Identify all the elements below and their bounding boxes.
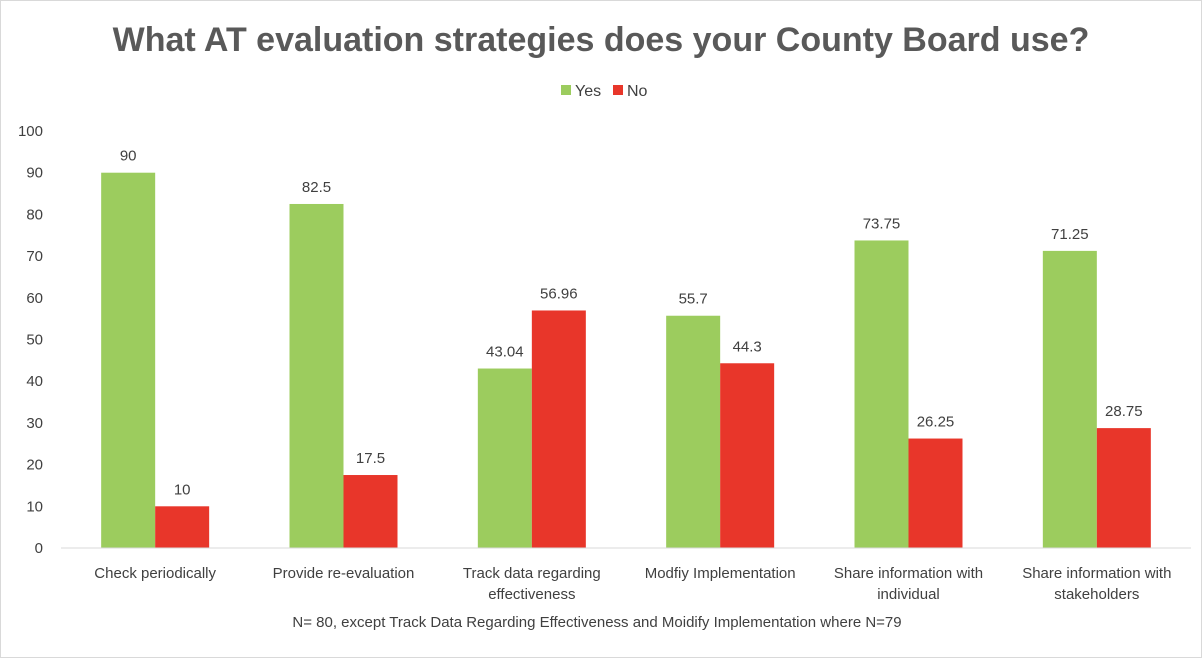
data-label-yes: 71.25 [1051, 226, 1089, 243]
bar-yes [289, 203, 344, 548]
legend-swatch-yes [561, 85, 571, 95]
chart-title: What AT evaluation strategies does your … [113, 21, 1090, 59]
bar-yes [666, 315, 721, 548]
bar-no [908, 438, 963, 548]
x-category-label: Provide re-evaluation [273, 565, 415, 582]
bar-no [720, 363, 775, 548]
data-label-yes: 82.5 [302, 179, 331, 196]
legend-label-no: No [627, 83, 648, 100]
x-category-label: Share information with individual [834, 565, 983, 603]
y-tick-label: 20 [26, 457, 43, 474]
chart-footnote: N= 80, except Track Data Regarding Effec… [292, 614, 901, 631]
y-tick-label: 100 [18, 123, 43, 140]
legend: Yes No [561, 83, 648, 100]
x-category-label: Share information with stakeholders [1022, 565, 1171, 603]
bar-yes [101, 172, 156, 548]
bar-yes [854, 240, 909, 548]
bar-no [531, 310, 586, 548]
data-label-yes: 73.75 [863, 215, 901, 232]
data-label-no: 28.75 [1105, 403, 1143, 420]
y-tick-label: 10 [26, 498, 43, 515]
data-label-yes: 55.7 [679, 291, 708, 308]
data-label-yes: 43.04 [486, 344, 524, 361]
bar-no [155, 506, 210, 548]
y-tick-label: 70 [26, 248, 43, 265]
legend-label-yes: Yes [575, 83, 601, 100]
y-tick-label: 80 [26, 206, 43, 223]
y-tick-label: 30 [26, 415, 43, 432]
y-tick-label: 60 [26, 290, 43, 307]
bar-yes [1042, 250, 1097, 548]
x-axis: Check periodically Provide re-evaluation T… [61, 547, 1191, 603]
data-label-no: 10 [174, 481, 191, 498]
y-tick-label: 90 [26, 165, 43, 182]
y-tick-label: 40 [26, 373, 43, 390]
bar-no [343, 475, 398, 548]
x-category-label: Check periodically [94, 565, 216, 582]
x-category-label: Modfiy Implementation [645, 565, 796, 582]
data-label-no: 56.96 [540, 285, 578, 302]
y-axis: 0 10 20 30 40 50 60 70 80 90 100 [18, 123, 43, 557]
plot-area: 90 10 82.5 17.5 43.04 56.96 55.7 44.3 73.75 26.25… [101, 148, 1151, 548]
data-label-no: 17.5 [356, 450, 385, 467]
legend-swatch-no [613, 85, 623, 95]
bar-yes [477, 368, 532, 548]
y-tick-label: 50 [26, 332, 43, 349]
data-label-no: 26.25 [917, 414, 955, 431]
bar-no [1096, 428, 1151, 548]
data-label-yes: 90 [120, 148, 137, 165]
x-category-label: Track data regarding effectiveness [463, 565, 601, 603]
y-tick-label: 0 [35, 540, 43, 557]
data-label-no: 44.3 [733, 338, 762, 355]
